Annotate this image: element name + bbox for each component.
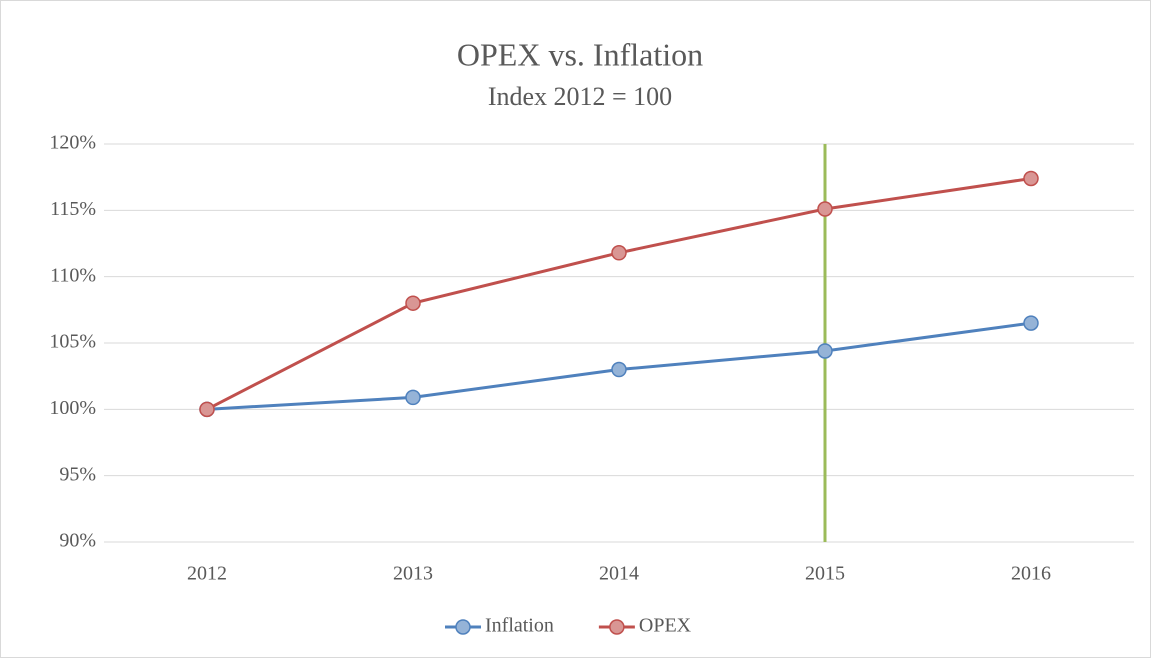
legend-marker bbox=[455, 619, 471, 635]
y-tick-label: 110% bbox=[50, 264, 96, 286]
data-point bbox=[817, 201, 833, 217]
data-point bbox=[611, 245, 627, 261]
legend-marker bbox=[609, 619, 625, 635]
chart-subtitle: Index 2012 = 100 bbox=[488, 82, 672, 111]
data-point bbox=[1023, 315, 1039, 331]
data-point bbox=[405, 295, 421, 311]
legend-label: OPEX bbox=[639, 615, 692, 637]
data-point bbox=[611, 361, 627, 378]
y-tick-label: 120% bbox=[49, 132, 96, 154]
chart-title: OPEX vs. Inflation bbox=[457, 36, 703, 72]
x-tick-label: 2014 bbox=[599, 563, 639, 585]
y-tick-label: 100% bbox=[49, 397, 96, 419]
x-tick-label: 2016 bbox=[1011, 563, 1051, 585]
x-tick-label: 2012 bbox=[187, 563, 227, 585]
legend-label: Inflation bbox=[485, 615, 554, 637]
data-point bbox=[1023, 170, 1039, 187]
y-tick-label: 90% bbox=[59, 530, 96, 552]
x-tick-label: 2013 bbox=[393, 563, 433, 585]
y-tick-label: 115% bbox=[50, 198, 96, 220]
data-point bbox=[405, 389, 421, 406]
data-point bbox=[817, 343, 833, 359]
x-tick-label: 2015 bbox=[805, 563, 845, 585]
y-tick-label: 105% bbox=[49, 331, 96, 353]
data-point bbox=[199, 401, 215, 418]
y-tick-label: 95% bbox=[59, 463, 96, 485]
